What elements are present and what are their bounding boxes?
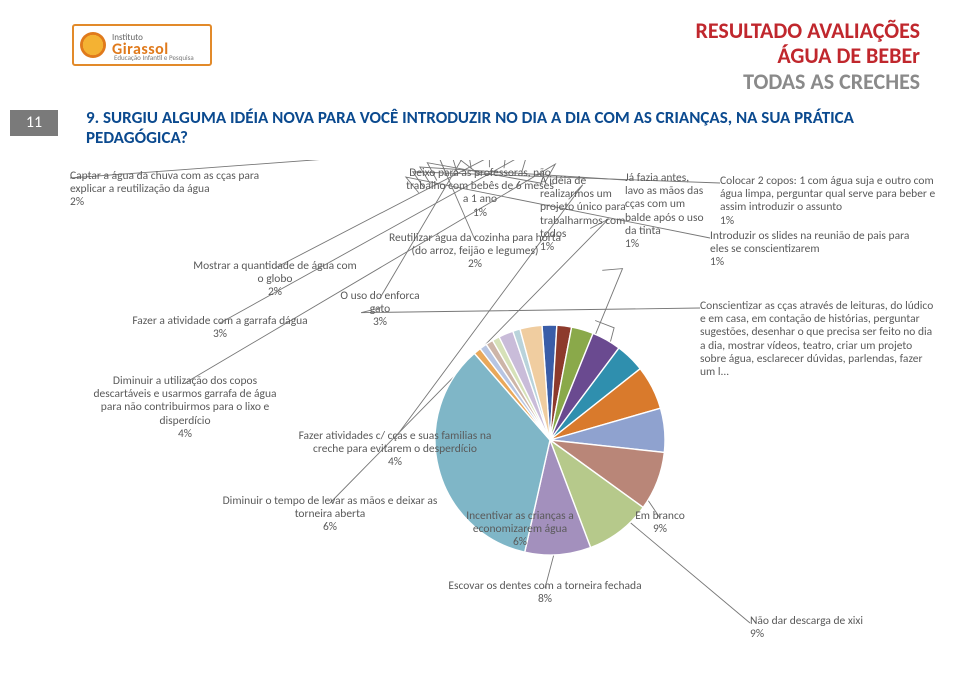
logo-tag: Educação Infantil e Pesquisa (114, 53, 194, 62)
slice-label: Colocar 2 copos: 1 com água suja e outro… (720, 175, 945, 228)
slice-label: Em branco9% (620, 510, 700, 536)
slice-label: Reutilizar água da cozinha para horta (d… (380, 232, 570, 272)
slice-label: Fazer a atividade com a garrafa dágua3% (120, 315, 320, 341)
slice-label: Já fazia antes, lavo as mãos das cças co… (625, 172, 710, 251)
slice-label: Escovar os dentes com a torneira fechada… (430, 580, 660, 606)
slice-label: Captar a água da chuva com as cças para … (70, 170, 280, 210)
slide-header: RESULTADO AVALIAÇÕES ÁGUA DE BEBEr TODAS… (696, 18, 920, 94)
pie-chart-area: Captar a água da chuva com as cças para … (60, 160, 940, 668)
header-line3: TODAS AS CRECHES (696, 69, 920, 94)
slice-label: Incentivar as crianças a economizarem ág… (440, 510, 600, 550)
slice-label: Conscientizar as cças através de leitura… (700, 300, 935, 379)
page-number-badge: 11 (10, 110, 58, 136)
header-line1: RESULTADO AVALIAÇÕES (696, 18, 920, 43)
slice-label: Deixo para as professoras, não trabalho … (405, 167, 555, 220)
slice-label: O uso do enforca gato3% (330, 290, 430, 330)
slice-label: Diminuir a utilização dos copos descartá… (90, 375, 280, 441)
slice-label: Fazer atividades c/ cças e suas familias… (290, 430, 500, 470)
slice-label: Diminuir o tempo de levar as mãos e deix… (205, 495, 455, 535)
header-line2: ÁGUA DE BEBEr (696, 43, 920, 68)
slice-label: Introduzir os slides na reunião de pais … (710, 230, 930, 270)
slice-label: Não dar descarga de xixi9% (750, 615, 930, 641)
logo-girassol: Instituto Girassol Educação Infantil e P… (72, 24, 212, 66)
question-title: 9. SURGIU ALGUMA IDÉIA NOVA PARA VOCÊ IN… (86, 108, 920, 149)
sunflower-icon (80, 32, 106, 58)
